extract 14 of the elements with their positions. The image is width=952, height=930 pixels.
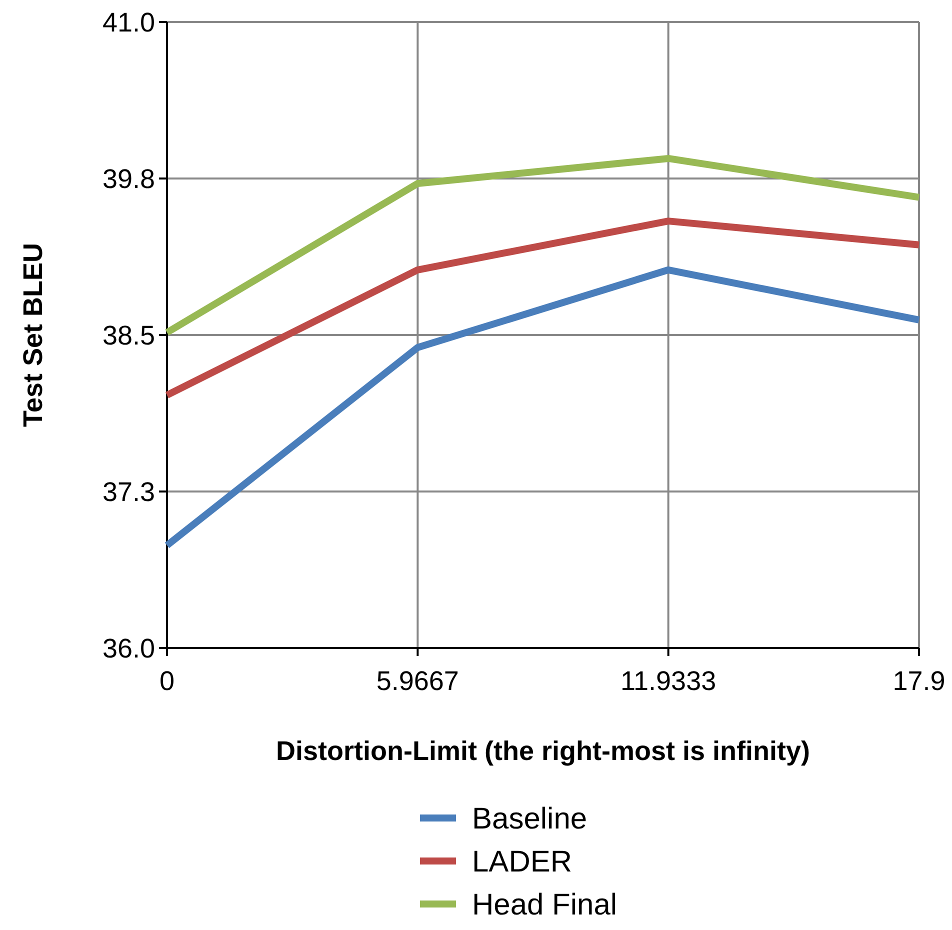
x-tick-label: 5.9667: [376, 666, 459, 696]
x-tick-label: 17.9: [892, 666, 946, 696]
x-tick-label: 0: [159, 666, 175, 696]
x-axis-title: Distortion-Limit (the right-most is infinity): [276, 736, 810, 766]
y-tick-label: 41.0: [102, 7, 155, 38]
x-tick-label: 11.9333: [620, 666, 716, 696]
y-tick-label: 38.5: [102, 320, 155, 350]
legend-label: Head Final: [472, 888, 618, 922]
legend-label: LADER: [472, 846, 572, 878]
y-tick-label: 37.3: [102, 476, 155, 507]
y-axis-title: Test Set BLEU: [18, 242, 48, 428]
y-tick-label: 36.0: [102, 633, 155, 664]
legend-label: Baseline: [472, 802, 588, 836]
y-tick-label: 39.8: [102, 164, 155, 194]
